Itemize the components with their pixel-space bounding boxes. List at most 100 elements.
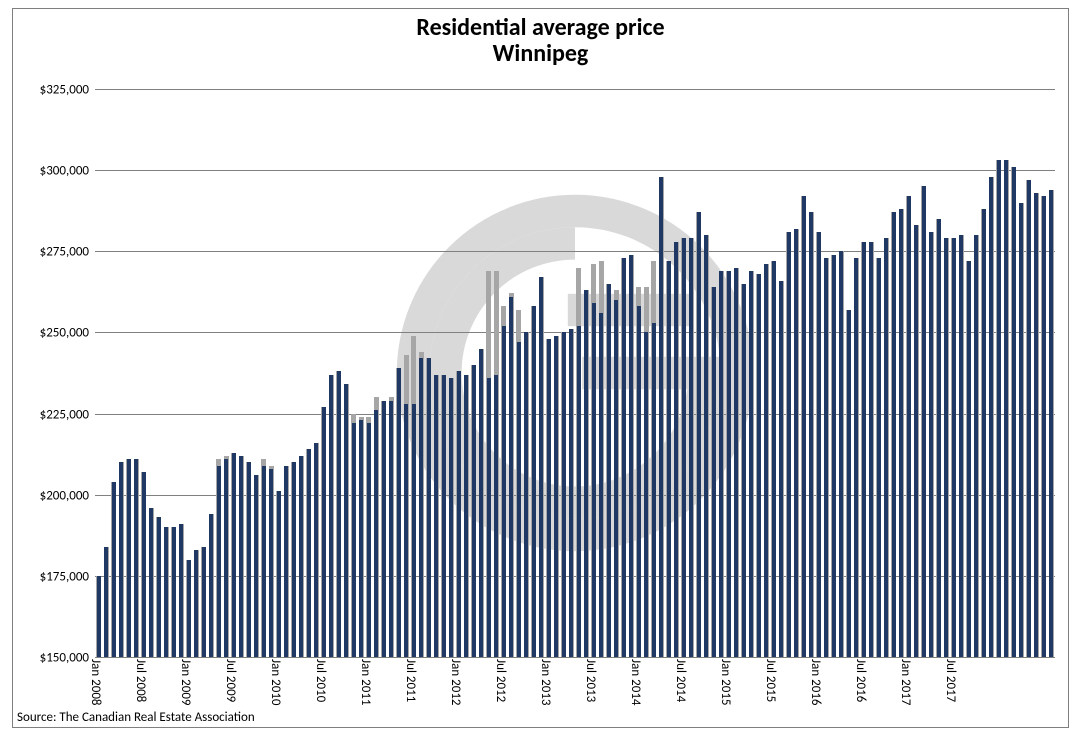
- bar-foreground: [127, 459, 131, 657]
- bar-foreground: [944, 238, 948, 657]
- bar-slot: [680, 89, 688, 657]
- bar-slot: [568, 89, 576, 657]
- bar-foreground: [329, 375, 333, 657]
- bar-foreground: [344, 384, 348, 657]
- bar-slot: [335, 89, 343, 657]
- x-tick-label: Jan 2008: [88, 659, 103, 706]
- bar-slot: [103, 89, 111, 657]
- bar-slot: [553, 89, 561, 657]
- bar-slot: [178, 89, 186, 657]
- bar-slot: [515, 89, 523, 657]
- bar-foreground: [157, 517, 161, 657]
- bar-foreground: [779, 281, 783, 658]
- bar-slot: [1003, 89, 1011, 657]
- bar-slot: [695, 89, 703, 657]
- bar-foreground: [569, 329, 573, 657]
- bar-foreground: [734, 268, 738, 657]
- bar-slot: [500, 89, 508, 657]
- bar-slot: [733, 89, 741, 657]
- x-tick-label: Jul 2015: [763, 659, 778, 702]
- bar-foreground: [659, 177, 663, 657]
- chart-title: Residential average price Winnipeg: [13, 15, 1068, 68]
- bar-slot: [230, 89, 238, 657]
- bar-slot: [208, 89, 216, 657]
- bar-slot: [163, 89, 171, 657]
- bar-slot: [995, 89, 1003, 657]
- bar-foreground: [922, 186, 926, 657]
- bar-foreground: [517, 342, 521, 657]
- bar-slot: [763, 89, 771, 657]
- bar-foreground: [772, 261, 776, 657]
- bar-slot: [688, 89, 696, 657]
- bar-foreground: [299, 456, 303, 657]
- x-tick-label: Jul 2012: [493, 659, 508, 702]
- x-tick-label: Jan 2016: [808, 659, 823, 706]
- source-attribution: Source: The Canadian Real Estate Associa…: [17, 710, 255, 725]
- bar-slot: [185, 89, 193, 657]
- bar-foreground: [359, 420, 363, 657]
- y-tick-label: $175,000: [40, 569, 89, 584]
- bar-foreground: [562, 332, 566, 657]
- bar-foreground: [689, 238, 693, 657]
- bar-foreground: [112, 482, 116, 657]
- y-tick-label: $225,000: [40, 407, 89, 422]
- bar-foreground: [262, 466, 266, 657]
- bar-foreground: [622, 258, 626, 657]
- bar-foreground: [374, 410, 378, 657]
- bar-slot: [155, 89, 163, 657]
- bar-foreground: [929, 232, 933, 657]
- bar-foreground: [419, 358, 423, 657]
- y-tick-label: $250,000: [40, 326, 89, 341]
- bar-slot: [358, 89, 366, 657]
- bar-foreground: [637, 306, 641, 657]
- bar-slot: [740, 89, 748, 657]
- bar-slot: [125, 89, 133, 657]
- bar-slot: [628, 89, 636, 657]
- bar-foreground: [382, 401, 386, 657]
- bar-slot: [140, 89, 148, 657]
- bar-foreground: [104, 547, 108, 657]
- bar-slot: [275, 89, 283, 657]
- bar-foreground: [412, 404, 416, 657]
- bar-slot: [898, 89, 906, 657]
- bar-slot: [388, 89, 396, 657]
- bar-slot: [575, 89, 583, 657]
- bar-foreground: [209, 514, 213, 657]
- bar-slot: [260, 89, 268, 657]
- bar-slot: [650, 89, 658, 657]
- bar-slot: [298, 89, 306, 657]
- bar-slot: [793, 89, 801, 657]
- bar-foreground: [667, 261, 671, 657]
- bar-foreground: [584, 290, 588, 657]
- y-tick-label: $150,000: [40, 651, 89, 666]
- x-tick-label: Jul 2017: [943, 659, 958, 702]
- bar-slot: [973, 89, 981, 657]
- bar-slot: [703, 89, 711, 657]
- x-tick-label: Jul 2011: [403, 659, 418, 702]
- bar-slot: [988, 89, 996, 657]
- bar-slot: [485, 89, 493, 657]
- x-tick-label: Jul 2014: [673, 659, 688, 702]
- bar-foreground: [719, 271, 723, 657]
- bar-slot: [965, 89, 973, 657]
- bar-foreground: [1019, 203, 1023, 657]
- x-tick-label: Jul 2013: [583, 659, 598, 702]
- bar-slot: [823, 89, 831, 657]
- bar-foreground: [599, 313, 603, 657]
- bar-slot: [545, 89, 553, 657]
- bar-foreground: [202, 547, 206, 657]
- bar-foreground: [524, 332, 528, 657]
- bar-foreground: [457, 371, 461, 657]
- bar-slot: [860, 89, 868, 657]
- bar-slot: [313, 89, 321, 657]
- bar-slot: [245, 89, 253, 657]
- bar-foreground: [277, 491, 281, 657]
- bar-slot: [560, 89, 568, 657]
- bar-slot: [830, 89, 838, 657]
- bar-slot: [403, 89, 411, 657]
- bar-slot: [410, 89, 418, 657]
- bar-foreground: [712, 287, 716, 657]
- bar-slot: [920, 89, 928, 657]
- bar-slot: [433, 89, 441, 657]
- bar-slot: [635, 89, 643, 657]
